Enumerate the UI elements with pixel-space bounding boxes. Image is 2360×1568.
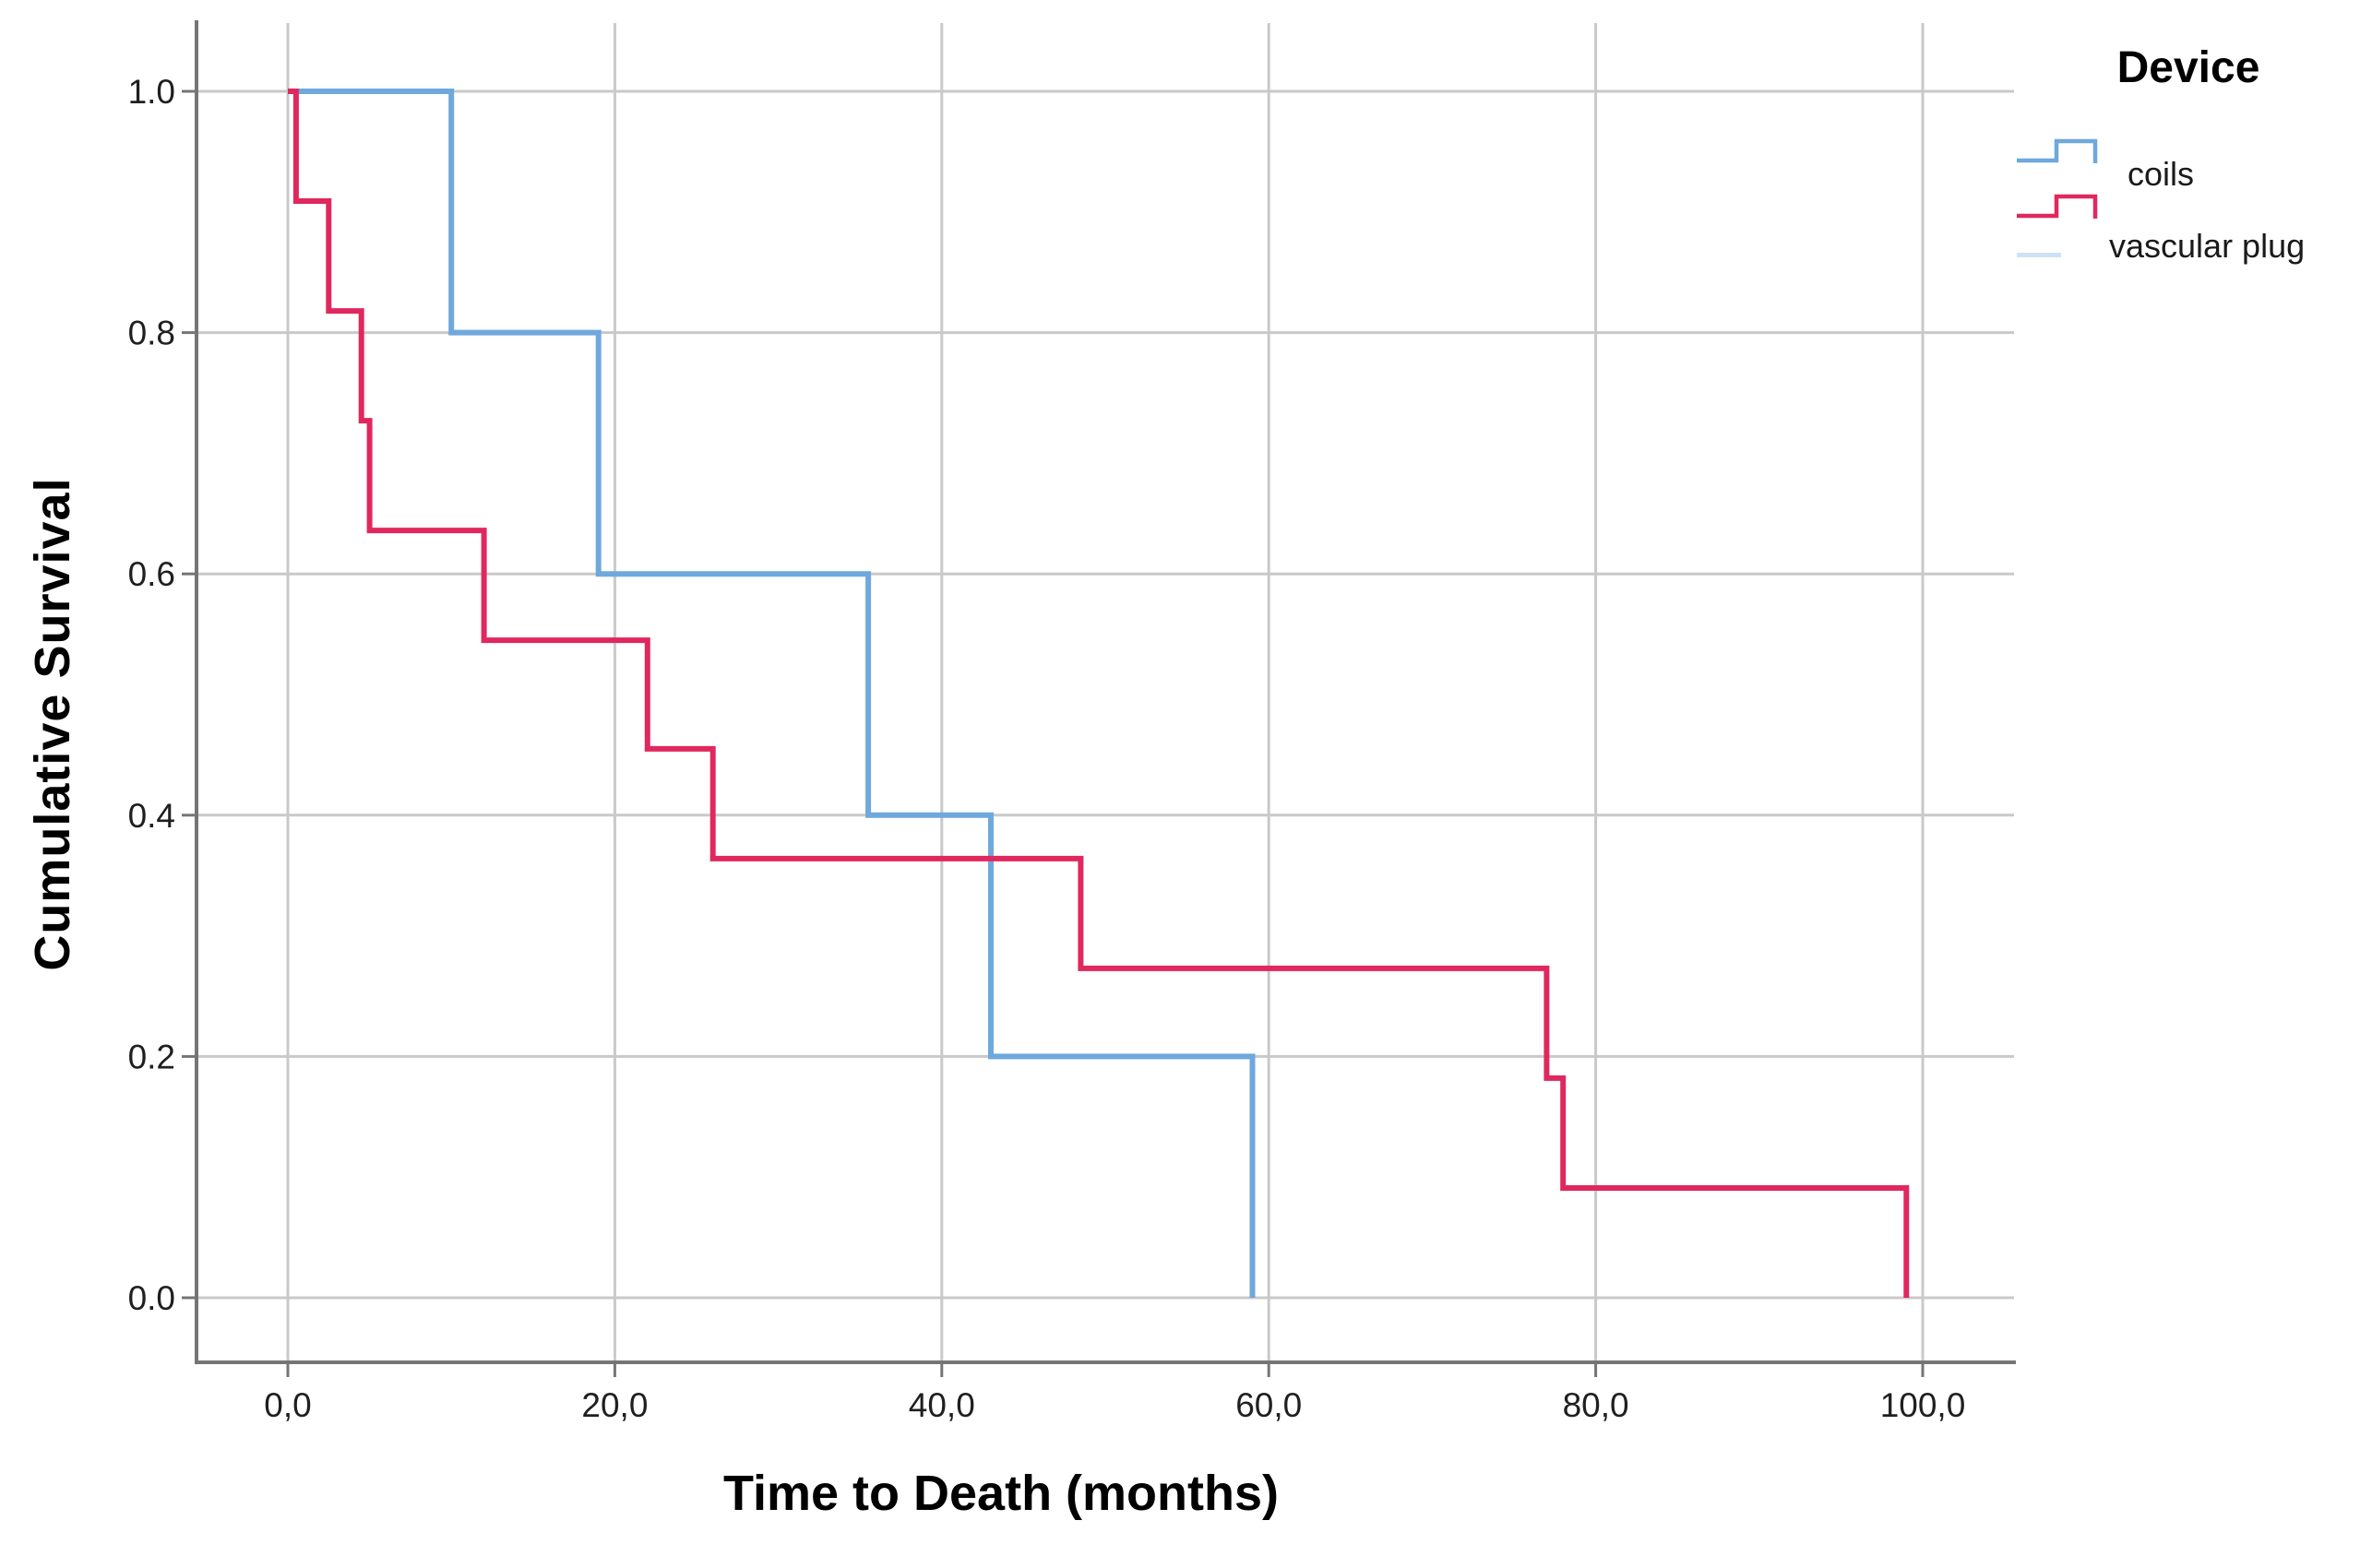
legend-label-coils: coils	[2128, 155, 2195, 193]
y-tick-label: 0.4	[128, 797, 175, 835]
coils-step-icon	[2017, 138, 2098, 163]
coils-survival-curve	[288, 89, 1256, 1298]
y-tick-label: 0.8	[128, 315, 175, 352]
vascular-plug-survival-curve	[288, 89, 1910, 1298]
x-tick-label: 20,0	[581, 1386, 648, 1424]
x-tick-label: 0,0	[264, 1386, 311, 1424]
x-tick-label: 100,0	[1880, 1386, 1966, 1424]
y-tick-label: 0.0	[128, 1279, 175, 1317]
x-tick-label: 40,0	[909, 1386, 975, 1424]
legend-item-coils: coils	[2015, 137, 2360, 193]
x-axis-title: Time to Death (months)	[722, 1466, 1280, 1521]
y-tick-label: 0.2	[128, 1038, 175, 1075]
y-axis-title: Cumulative Survival	[25, 477, 80, 971]
legend-item-vascular-plug: vascular plug	[2015, 192, 2360, 265]
legend-label-vascular-plug: vascular plug	[2109, 227, 2306, 265]
y-tick-label: 0.6	[128, 555, 175, 593]
legend-artifact-line	[2017, 253, 2061, 257]
x-tick-label: 80,0	[1563, 1386, 1629, 1424]
y-tick-label: 1.0	[128, 73, 175, 111]
x-tick-label: 60,0	[1235, 1386, 1302, 1424]
legend-title: Device	[2116, 43, 2260, 92]
vascular-plug-step-icon	[2017, 194, 2098, 219]
